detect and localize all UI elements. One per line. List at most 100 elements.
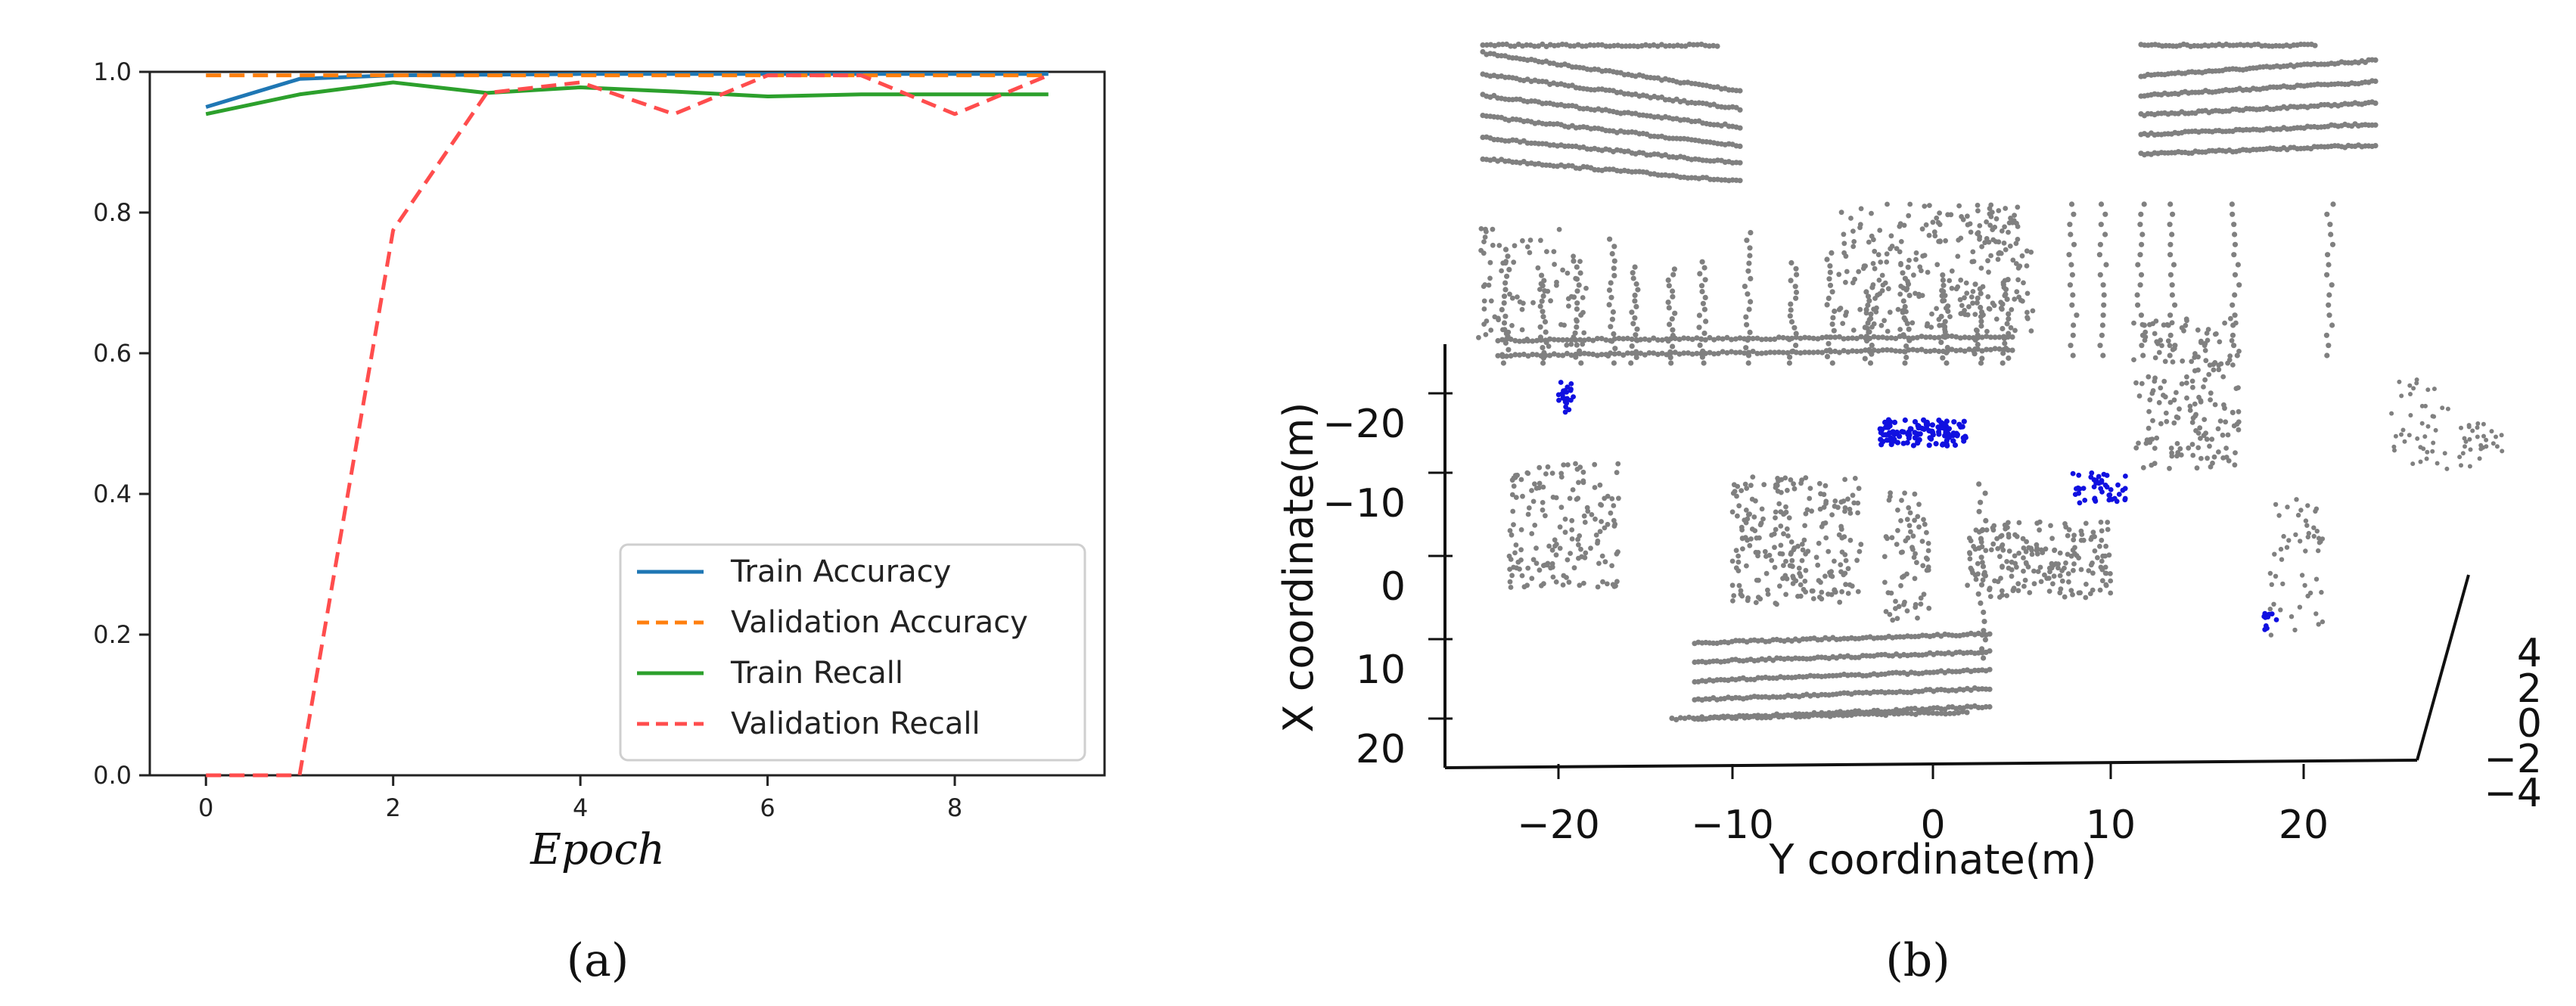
point	[2015, 277, 2021, 283]
point	[1829, 321, 1835, 328]
y-tick-label: 0.2	[93, 620, 132, 649]
point	[1837, 599, 1843, 605]
point	[1700, 175, 1706, 181]
point	[2001, 335, 2007, 342]
point	[1699, 288, 1705, 295]
x-axis-label: Epoch	[530, 825, 665, 874]
point	[1935, 219, 1941, 225]
point	[1565, 384, 1571, 390]
point	[2467, 436, 2472, 442]
point	[1568, 397, 1574, 403]
point	[2195, 327, 2201, 333]
point	[2099, 578, 2105, 584]
point	[1564, 350, 1570, 356]
point	[1915, 514, 1921, 520]
point	[2319, 589, 2324, 595]
point	[2076, 490, 2082, 496]
point	[1762, 548, 1768, 554]
point	[2323, 332, 2329, 338]
point	[1943, 711, 1949, 717]
point	[1579, 43, 1585, 49]
point	[1978, 360, 1984, 366]
point	[1509, 295, 1515, 301]
point	[1895, 306, 1901, 312]
point	[1513, 495, 1519, 500]
point	[1503, 331, 1509, 337]
point	[1581, 337, 1587, 343]
point	[1847, 537, 1854, 543]
point	[2175, 450, 2181, 455]
point	[2005, 525, 2010, 530]
point	[1642, 352, 1648, 358]
point	[1900, 332, 1906, 338]
point	[1804, 507, 1810, 513]
point	[1910, 442, 1916, 449]
y-coordinate-tick-label: −20	[1517, 803, 1600, 848]
point	[2071, 322, 2077, 328]
point	[1496, 42, 1502, 48]
point	[1577, 582, 1583, 588]
point	[2108, 578, 2114, 584]
point	[2159, 343, 2164, 349]
point	[2198, 338, 2204, 344]
point	[2303, 518, 2309, 523]
point	[1845, 566, 1851, 572]
point	[2024, 248, 2030, 254]
point	[2106, 492, 2112, 498]
point	[1537, 485, 1542, 491]
point	[1540, 500, 1546, 505]
point	[1854, 557, 1860, 564]
point	[1964, 709, 1970, 716]
point	[1565, 462, 1571, 467]
point	[2201, 384, 2206, 390]
point	[1807, 495, 1813, 501]
point	[1614, 551, 1620, 557]
point	[1666, 283, 1672, 289]
point	[1773, 509, 1779, 515]
point	[2015, 588, 2021, 594]
point	[1513, 96, 1519, 102]
point	[1980, 560, 1985, 565]
point	[1716, 715, 1722, 721]
point	[1924, 529, 1929, 536]
point	[2038, 547, 2044, 553]
series-lines	[205, 72, 1049, 778]
point	[2102, 564, 2108, 570]
point	[1927, 334, 1933, 340]
point	[1882, 432, 1889, 438]
point	[1784, 576, 1790, 582]
series-line-3	[206, 73, 1049, 778]
point	[1630, 270, 1636, 276]
point	[2122, 486, 2128, 492]
point	[1913, 604, 1919, 610]
point	[1689, 175, 1695, 181]
point	[2001, 284, 2007, 290]
point	[1875, 348, 1882, 354]
point	[1526, 505, 1532, 511]
point	[1482, 282, 1488, 287]
point	[1986, 306, 1992, 312]
point	[1681, 335, 1687, 341]
point	[1841, 250, 1847, 256]
point	[2500, 449, 2505, 454]
point	[1629, 350, 1635, 356]
point	[2009, 307, 2015, 312]
point	[1998, 534, 2003, 539]
point	[1869, 233, 1875, 239]
point	[1803, 551, 1809, 557]
point	[2043, 546, 2049, 552]
point	[2298, 539, 2303, 544]
point	[1558, 505, 1565, 511]
point	[1819, 589, 1825, 595]
point	[2012, 213, 2018, 218]
point	[1976, 481, 1982, 487]
point	[2302, 582, 2307, 588]
point	[1947, 710, 1953, 716]
point	[2006, 311, 2012, 317]
point	[2028, 545, 2034, 551]
point	[1547, 352, 1553, 359]
point	[1987, 631, 1993, 637]
point	[1667, 355, 1673, 361]
point	[2056, 565, 2061, 571]
point	[1990, 300, 1996, 306]
